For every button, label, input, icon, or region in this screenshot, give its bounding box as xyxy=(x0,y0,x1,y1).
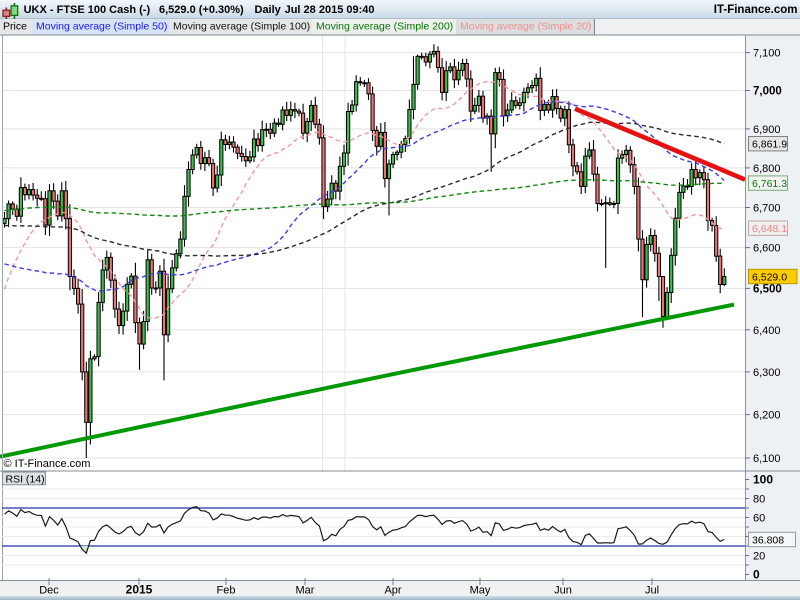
svg-text:7,000: 7,000 xyxy=(753,86,782,98)
svg-text:Jul 28 2015 09:40: Jul 28 2015 09:40 xyxy=(285,4,375,16)
svg-text:20: 20 xyxy=(753,551,765,563)
svg-text:36.808: 36.808 xyxy=(752,534,784,546)
svg-text:Dec: Dec xyxy=(39,585,59,597)
svg-text:Moving average (Simple 20): Moving average (Simple 20) xyxy=(460,21,591,33)
svg-text:6,861.9: 6,861.9 xyxy=(752,139,787,151)
svg-text:May: May xyxy=(470,585,491,597)
svg-text:Moving average (Simple 200): Moving average (Simple 200) xyxy=(316,21,453,33)
svg-text:80: 80 xyxy=(753,494,765,506)
svg-text:6,800: 6,800 xyxy=(753,163,781,175)
svg-text:Feb: Feb xyxy=(217,585,236,597)
svg-text:100: 100 xyxy=(753,473,773,487)
svg-text:IT-Finance.com: IT-Finance.com xyxy=(714,4,798,16)
svg-text:Daily: Daily xyxy=(255,4,282,16)
svg-text:Jun: Jun xyxy=(554,585,572,597)
svg-text:6,600: 6,600 xyxy=(753,243,781,255)
svg-text:Moving average (Simple 100): Moving average (Simple 100) xyxy=(173,21,310,33)
svg-text:Mar: Mar xyxy=(296,585,315,597)
svg-text:6,200: 6,200 xyxy=(753,410,781,422)
svg-text:6,100: 6,100 xyxy=(753,453,781,465)
svg-text:2015: 2015 xyxy=(126,583,153,597)
svg-text:6,500: 6,500 xyxy=(753,283,782,295)
svg-text:6,900: 6,900 xyxy=(753,124,781,136)
svg-text:6,648.1: 6,648.1 xyxy=(752,223,787,235)
svg-text:7,100: 7,100 xyxy=(753,48,781,60)
svg-text:RSI (14): RSI (14) xyxy=(6,473,45,485)
svg-text:Jul: Jul xyxy=(645,585,659,597)
svg-text:6,529.0: 6,529.0 xyxy=(752,271,787,283)
svg-text:© IT-Finance.com: © IT-Finance.com xyxy=(4,458,91,470)
svg-text:6,700: 6,700 xyxy=(753,203,781,215)
svg-text:Moving average (Simple 50): Moving average (Simple 50) xyxy=(36,21,167,33)
svg-text:6,300: 6,300 xyxy=(753,367,781,379)
svg-text:6,529.0 (+0.30%): 6,529.0 (+0.30%) xyxy=(159,4,244,16)
svg-text:6,400: 6,400 xyxy=(753,325,781,337)
svg-text:Price: Price xyxy=(3,21,27,33)
svg-text:0: 0 xyxy=(753,568,760,582)
svg-text:UKX - FTSE 100 Cash (-): UKX - FTSE 100 Cash (-) xyxy=(24,4,151,16)
svg-text:60: 60 xyxy=(753,513,765,525)
svg-text:Apr: Apr xyxy=(384,585,401,597)
svg-text:6,761.3: 6,761.3 xyxy=(752,178,787,190)
